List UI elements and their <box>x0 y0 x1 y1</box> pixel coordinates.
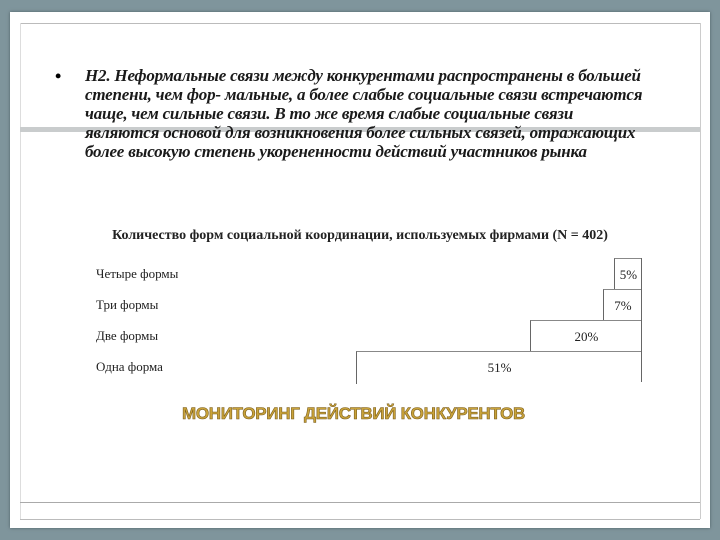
slide <box>10 12 710 528</box>
chart-title: Количество форм социальной координации, … <box>112 228 608 243</box>
data-label: 20% <box>574 329 599 344</box>
bar: 20% <box>529 320 642 351</box>
bar: 5% <box>613 258 642 289</box>
category-label: Три формы <box>96 297 159 312</box>
bar: 7% <box>602 289 642 320</box>
category-label: Четыре формы <box>96 266 179 281</box>
frame-line <box>20 23 700 24</box>
data-label: 51% <box>487 360 512 375</box>
bar: 51% <box>356 351 642 384</box>
section-heading: МОНИТОРИНГ ДЕЙСТВИЙ КОНКУРЕНТОВ <box>182 404 526 424</box>
category-label: Одна форма <box>96 359 163 374</box>
body-text: Н2. Неформальные связи между конкурентам… <box>85 66 643 161</box>
category-label: Две формы <box>96 328 159 343</box>
chart-axis <box>641 258 642 382</box>
frame-line <box>20 23 21 519</box>
bullet-icon: • <box>55 66 62 86</box>
decorative-band <box>20 127 700 132</box>
data-label: 7% <box>614 298 632 313</box>
frame-line <box>20 502 700 503</box>
frame-line <box>700 23 701 519</box>
data-label: 5% <box>619 267 638 282</box>
frame-line <box>20 519 700 520</box>
